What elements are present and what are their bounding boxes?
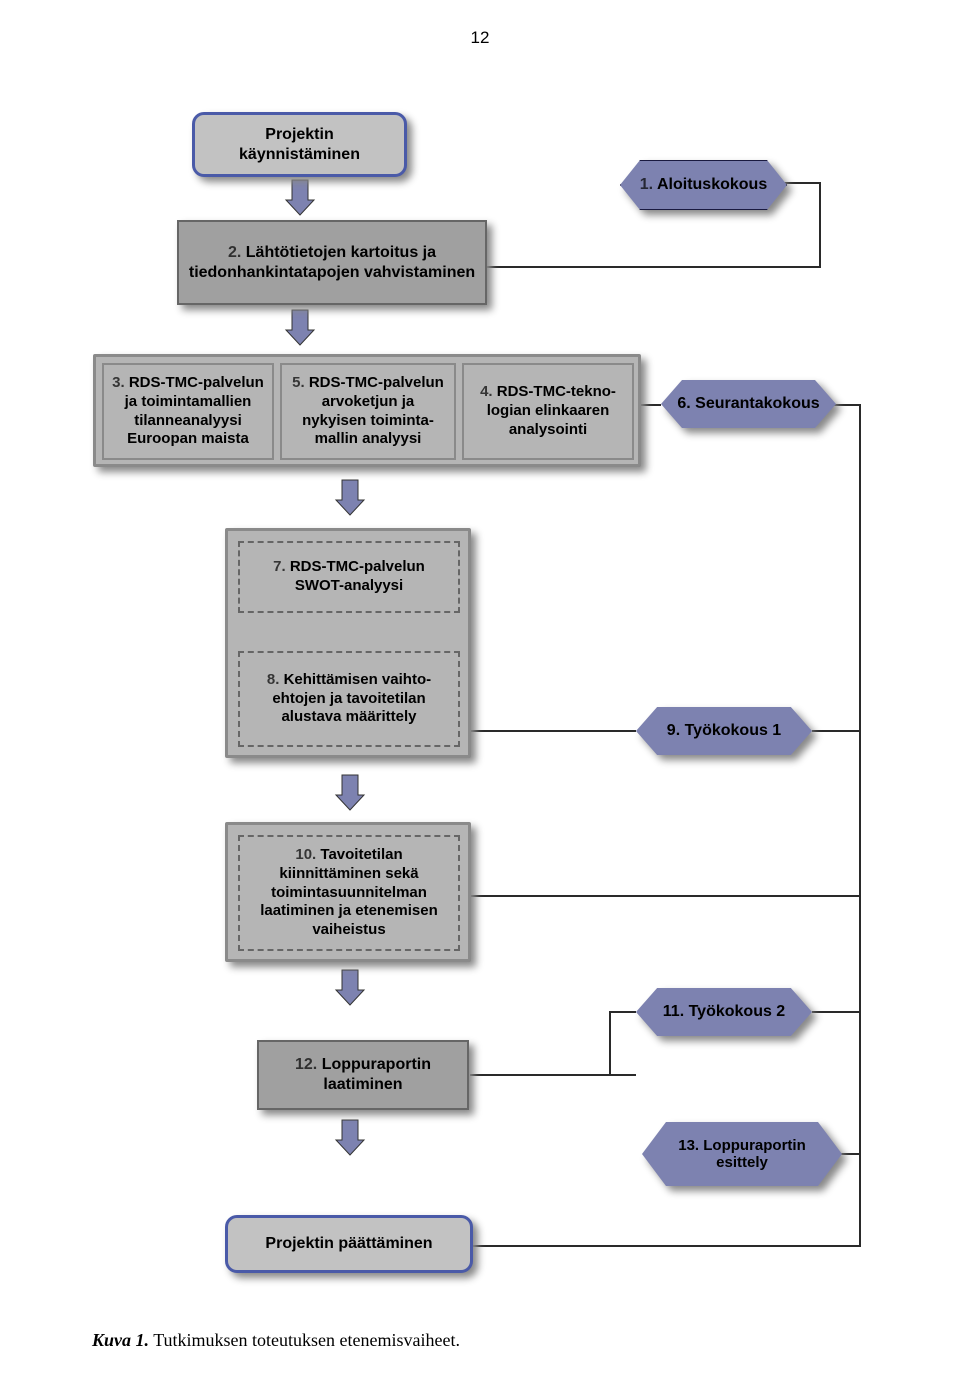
caption-bold: Kuva 1. (92, 1330, 149, 1350)
hex-1: 1. Aloituskokous (620, 160, 785, 208)
group-7-8: 7. RDS-TMC-palvelun SWOT-analyysi 8. Keh… (225, 528, 471, 758)
box-8-text: Kehittämisen vaihto-ehtojen ja tavoiteti… (272, 671, 431, 726)
block-arrow-4 (336, 775, 364, 810)
box-2: 2. Lähtötietojen kartoitus ja tiedonhank… (177, 220, 487, 305)
box-4: 4. RDS-TMC-tekno-logian elinkaaren analy… (462, 363, 634, 460)
caption-rest: Tutkimuksen toteutuksen etenemisvaiheet. (149, 1330, 460, 1350)
hex-9-text: 9. Työkokous 1 (667, 722, 781, 740)
box-3: 3. RDS-TMC-palvelun ja toimintamallien t… (102, 363, 274, 460)
box-7-num: 7. (273, 558, 286, 575)
box-7: 7. RDS-TMC-palvelun SWOT-analyysi (238, 541, 460, 613)
group-3-5-4: 3. RDS-TMC-palvelun ja toimintamallien t… (93, 354, 641, 467)
box-end: Projektin päättäminen (225, 1215, 473, 1273)
box-5: 5. RDS-TMC-palvelun arvoketjun ja nykyis… (280, 363, 456, 460)
hex-9: 9. Työkokous 1 (636, 707, 812, 755)
box-7-text: RDS-TMC-palvelun SWOT-analyysi (290, 558, 425, 594)
block-arrow-3 (336, 480, 364, 515)
box-10: 10. Tavoitetilan kiinnittäminen sekä toi… (238, 835, 460, 951)
box-4-num: 4. (480, 383, 493, 400)
hex-1-num: 1. (640, 176, 653, 193)
box-5-num: 5. (292, 374, 305, 391)
hex-13-text: 13. Loppuraportin esittely (654, 1137, 830, 1171)
box-10-num: 10. (295, 846, 316, 863)
hex-11: 11. Työkokous 2 (636, 988, 812, 1036)
block-arrow-1 (286, 180, 314, 215)
box-8: 8. Kehittämisen vaihto-ehtojen ja tavoit… (238, 651, 460, 747)
box-end-text: Projektin päättäminen (265, 1234, 432, 1254)
hex-1-text: Aloituskokous (657, 176, 767, 193)
box-2-num: 2. (228, 244, 241, 261)
hex-13: 13. Loppuraportin esittely (642, 1122, 818, 1186)
hex-11-text: 11. Työkokous 2 (663, 1003, 785, 1021)
box-start-text: Projektin käynnistäminen (203, 125, 396, 165)
box-3-num: 3. (112, 374, 125, 391)
box-start: Projektin käynnistäminen (192, 112, 407, 177)
box-3-text: RDS-TMC-palvelun ja toimintamallien tila… (125, 374, 264, 447)
box-10-text: Tavoitetilan kiinnittäminen sekä toimint… (260, 846, 438, 938)
box-12-num: 12. (295, 1056, 317, 1073)
block-arrow-5 (336, 970, 364, 1005)
box-5-text: RDS-TMC-palvelun arvoketjun ja nykyisen … (302, 374, 444, 447)
box-12: 12. Loppuraportin laatiminen (257, 1040, 469, 1110)
hex-6: 6. Seurantakokous (661, 380, 836, 428)
block-arrow-6 (336, 1120, 364, 1155)
box-8-num: 8. (267, 671, 280, 688)
group-10: 10. Tavoitetilan kiinnittäminen sekä toi… (225, 822, 471, 962)
box-4-text: RDS-TMC-tekno-logian elinkaaren analysoi… (487, 383, 616, 438)
figure-caption: Kuva 1. Tutkimuksen toteutuksen etenemis… (92, 1330, 460, 1351)
hex-6-text: 6. Seurantakokous (677, 395, 819, 413)
diagram-canvas: 12 (0, 0, 960, 1395)
block-arrow-2 (286, 310, 314, 345)
box-12-text: Loppuraportin laatiminen (322, 1056, 431, 1093)
